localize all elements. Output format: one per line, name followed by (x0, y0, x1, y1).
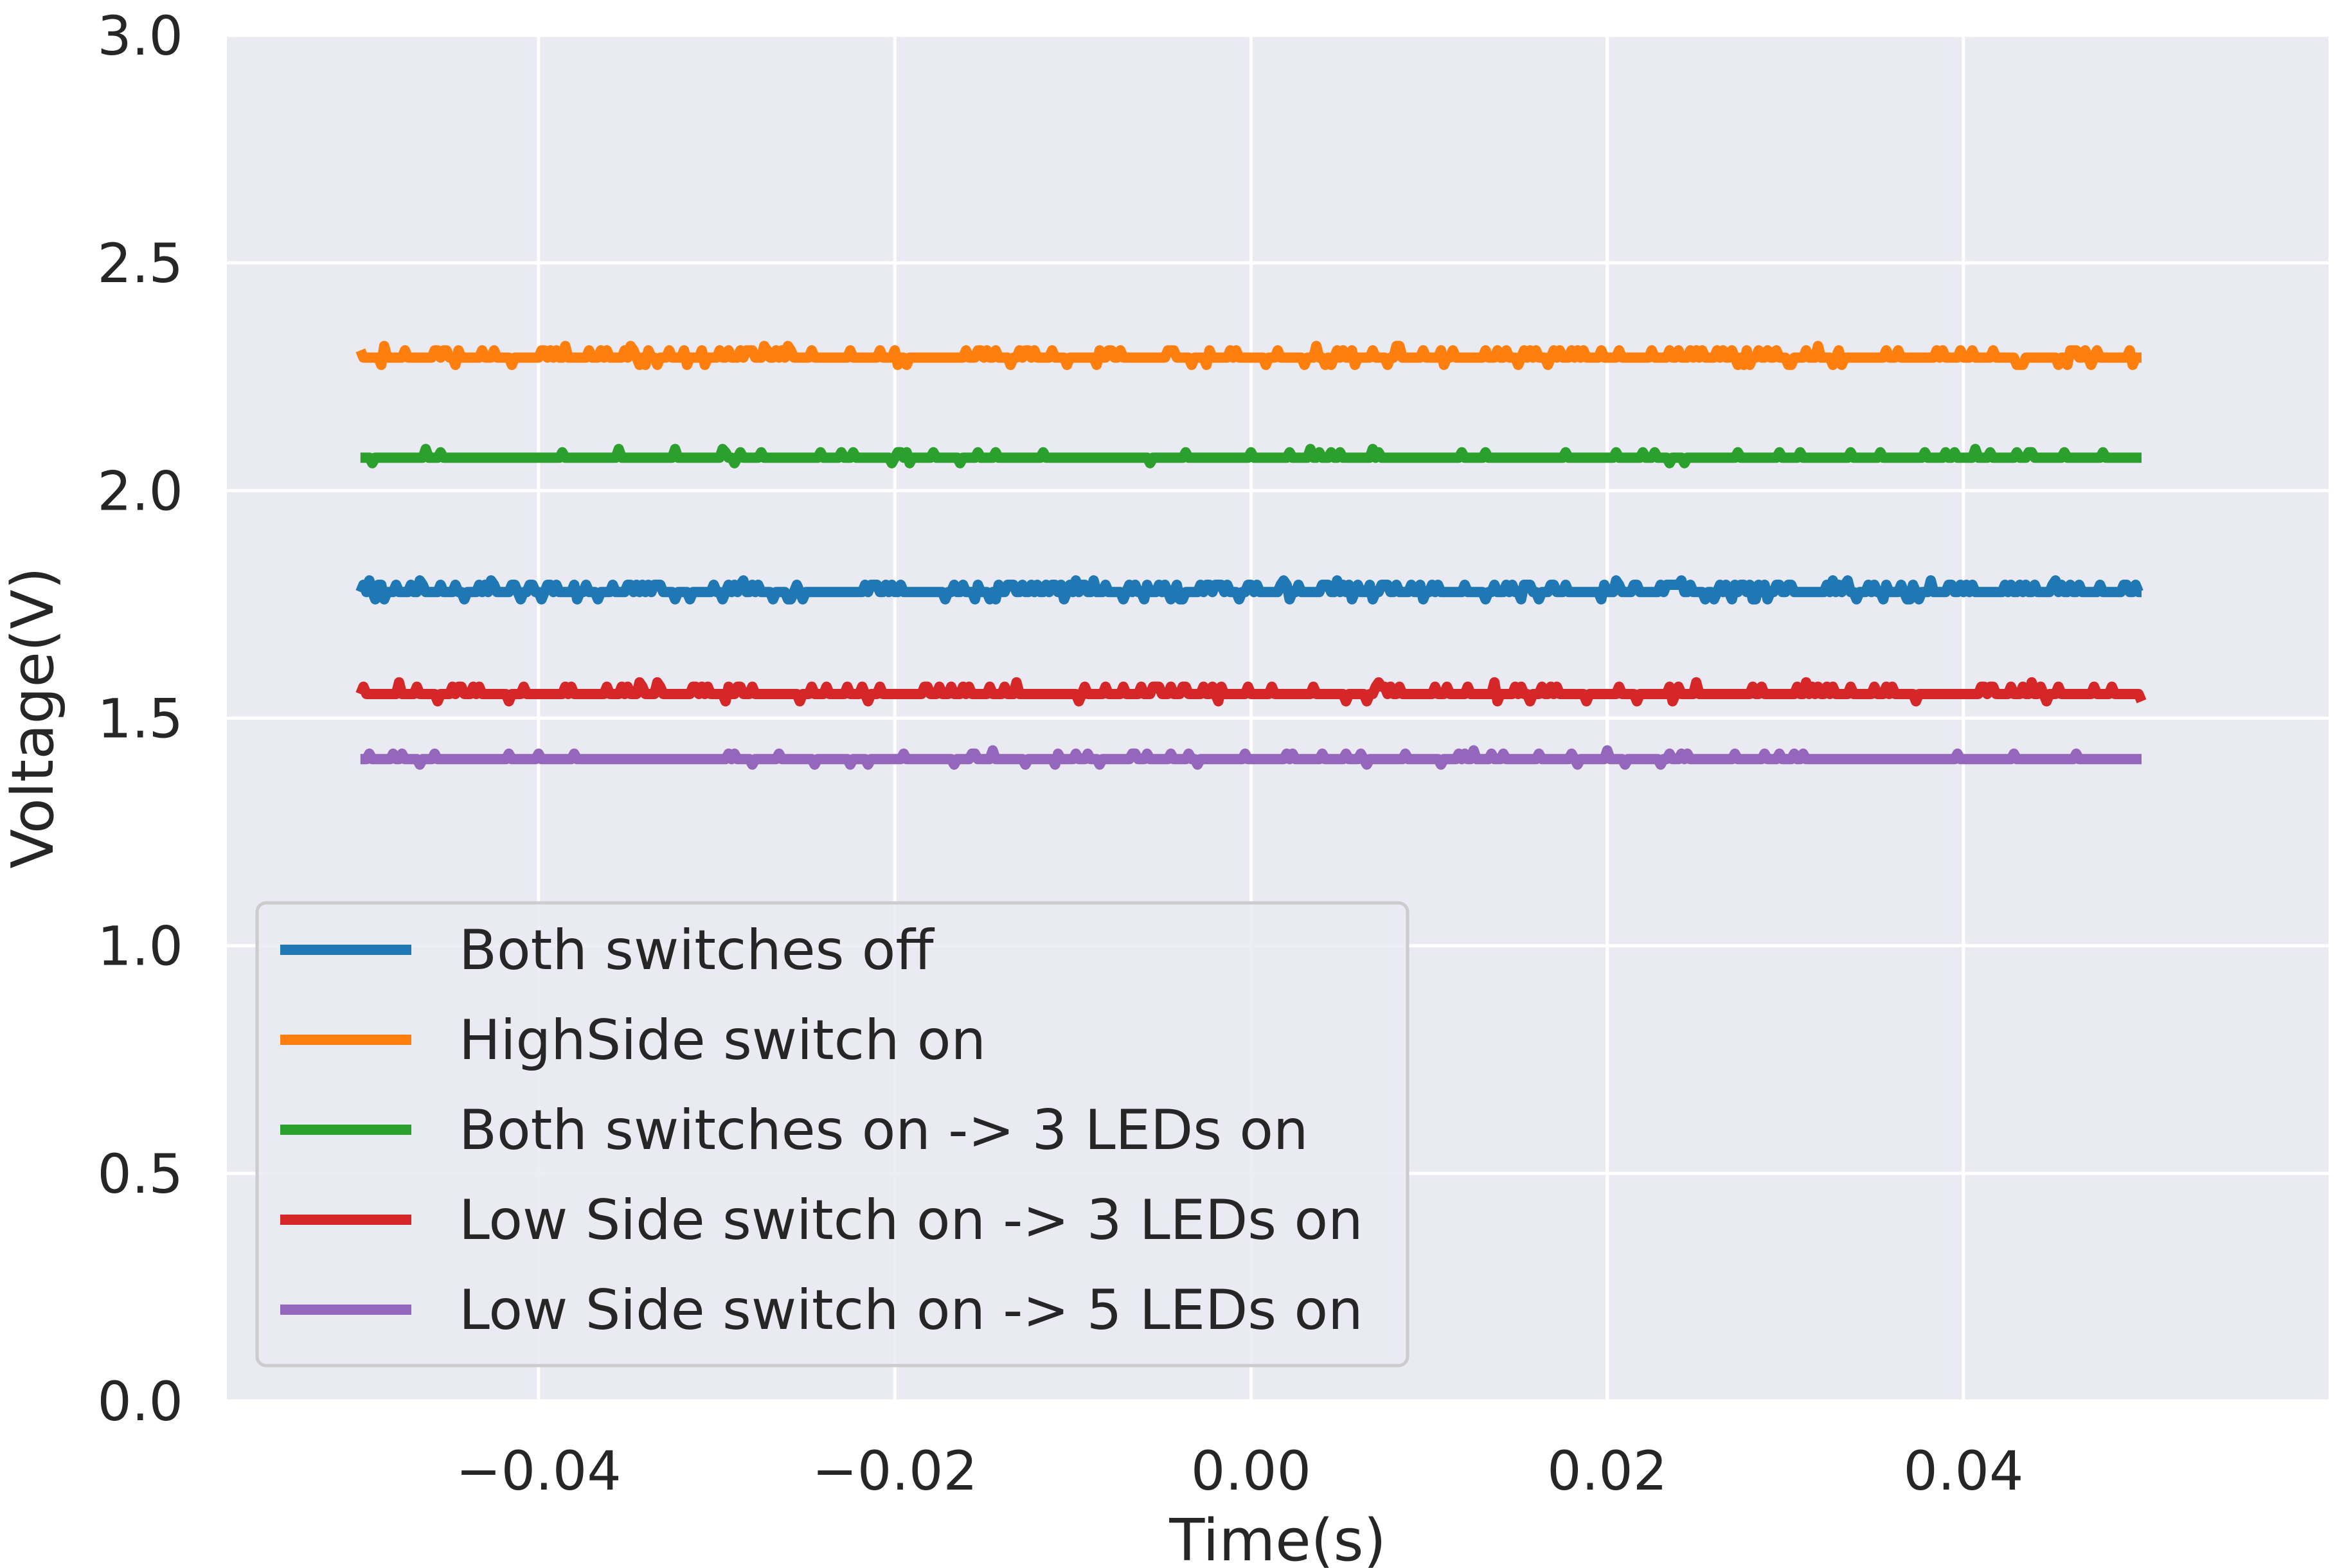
series-line (358, 443, 2144, 468)
x-tick-label: 0.04 (1903, 1439, 2023, 1502)
legend-label: Both switches on -> 3 LEDs on (459, 1098, 1308, 1163)
series-lines (355, 341, 2147, 770)
x-axis-label: Time(s) (1168, 1507, 1386, 1568)
series-line (355, 677, 2147, 707)
y-tick-label: 2.0 (97, 459, 183, 522)
legend-frame (255, 901, 1409, 1368)
y-tick-label: 1.5 (97, 688, 183, 751)
series-line (355, 575, 2144, 605)
legend-label: Both switches off (459, 918, 935, 983)
y-tick-labels: 0.0 0.5 1.0 1.5 2.0 2.5 3.0 (97, 4, 183, 1433)
y-tick-label: 0.5 (97, 1143, 183, 1206)
y-tick-label: 1.0 (97, 915, 183, 978)
x-tick-label: 0.00 (1191, 1439, 1311, 1502)
y-tick-label: 3.0 (97, 4, 183, 67)
legend-label: Low Side switch on -> 5 LEDs on (459, 1278, 1363, 1342)
y-tick-label: 0.0 (97, 1370, 183, 1433)
series-line (355, 341, 2144, 370)
x-tick-label: 0.02 (1547, 1439, 1667, 1502)
legend-label: Low Side switch on -> 3 LEDs on (459, 1188, 1363, 1252)
legend: Both switches off HighSide switch on Both … (255, 901, 1409, 1368)
legend-label: HighSide switch on (459, 1008, 986, 1073)
x-tick-label: −0.04 (456, 1439, 621, 1502)
x-tick-labels: −0.04 −0.02 0.00 0.02 0.04 (456, 1439, 2023, 1502)
series-line (358, 745, 2144, 770)
y-axis-label: Voltage(V) (0, 567, 67, 868)
x-tick-label: −0.02 (812, 1439, 977, 1502)
y-tick-label: 2.5 (97, 232, 183, 295)
